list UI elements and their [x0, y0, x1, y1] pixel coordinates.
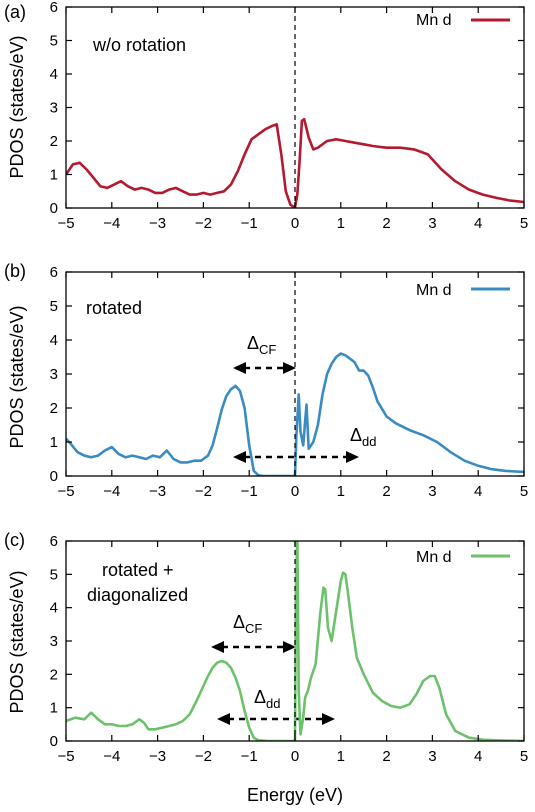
y-tick-label: 6	[50, 0, 58, 16]
x-tick-label: 2	[382, 215, 390, 232]
delta-dd-label: Δdd	[350, 425, 377, 449]
x-tick-label: 2	[382, 483, 390, 500]
delta-symbol: Δ	[247, 333, 259, 353]
x-tick-label: −2	[195, 483, 212, 500]
x-tick-label: 4	[474, 748, 482, 765]
y-tick-label: 3	[50, 366, 58, 383]
delta-symbol: Δ	[233, 612, 245, 632]
y-tick-label: 1	[50, 434, 58, 451]
delta-symbol: Δ	[254, 687, 266, 707]
x-tick-label: 5	[520, 215, 528, 232]
x-tick-label: 1	[337, 215, 345, 232]
y-tick-label: 2	[50, 400, 58, 417]
x-tick-label: 4	[474, 215, 482, 232]
legend: Mn d	[416, 549, 510, 566]
delta-cf-arrow	[233, 362, 296, 374]
series-line	[66, 117, 524, 208]
legend-label: Mn d	[416, 12, 452, 29]
x-tick-label: −1	[241, 215, 258, 232]
x-axis-label: Energy (eV)	[247, 785, 343, 805]
series-line	[66, 541, 524, 741]
legend: Mn d	[416, 282, 510, 299]
panel-a: (a) PDOS (states/eV) w/o rotation Mn d −…	[4, 0, 528, 232]
legend: Mn d	[416, 12, 510, 29]
y-tick-label: 4	[50, 66, 58, 83]
x-tick-label: −3	[149, 748, 166, 765]
y-axis-label: PDOS (states/eV)	[7, 570, 27, 713]
annotation-rotated: rotated	[86, 298, 142, 318]
delta-dd-label: Δdd	[254, 687, 281, 711]
delta-dd-arrow	[217, 713, 335, 725]
x-tick-label: −4	[103, 215, 120, 232]
y-tick-label: 2	[50, 666, 58, 683]
x-tick-label: −5	[57, 483, 74, 500]
x-tick-label: 5	[520, 483, 528, 500]
x-tick-label: 5	[520, 748, 528, 765]
x-tick-label: 2	[382, 748, 390, 765]
delta-subscript: CF	[245, 621, 262, 636]
panel-label: (b)	[4, 261, 26, 281]
x-tick-label: 0	[291, 215, 299, 232]
delta-symbol: Δ	[350, 425, 362, 445]
x-tick-label: 4	[474, 483, 482, 500]
y-tick-label: 2	[50, 133, 58, 150]
x-tick-label: 3	[428, 748, 436, 765]
panel-label: (c)	[4, 530, 25, 550]
x-tick-label: −2	[195, 748, 212, 765]
delta-cf-arrow	[211, 641, 296, 653]
panel-b: (b) PDOS (states/eV) rotated Mn d ΔCF Δd…	[4, 261, 528, 500]
annotation-wo-rotation: w/o rotation	[92, 35, 186, 55]
y-tick-label: 5	[50, 33, 58, 50]
x-tick-label: 1	[337, 748, 345, 765]
x-tick-label: 0	[291, 483, 299, 500]
delta-subscript: dd	[362, 434, 376, 449]
y-tick-label: 1	[50, 700, 58, 717]
panel-label: (a)	[4, 2, 26, 22]
x-tick-label: 0	[291, 748, 299, 765]
y-axis-label: PDOS (states/eV)	[7, 305, 27, 448]
panel-c: (c) PDOS (states/eV) rotated + diagonali…	[4, 530, 528, 805]
y-tick-label: 3	[50, 100, 58, 117]
annotation-rotated-plus: rotated +	[102, 560, 174, 580]
x-tick-label: −3	[149, 215, 166, 232]
x-tick-label: −5	[57, 748, 74, 765]
y-tick-label: 4	[50, 600, 58, 617]
y-tick-label: 0	[50, 733, 58, 750]
y-tick-label: 0	[50, 200, 58, 217]
annotation-diagonalized: diagonalized	[87, 585, 188, 605]
series-line	[66, 352, 524, 476]
legend-label: Mn d	[416, 282, 452, 299]
y-axis-label: PDOS (states/eV)	[7, 35, 27, 178]
y-tick-label: 6	[50, 533, 58, 550]
y-tick-label: 0	[50, 468, 58, 485]
x-tick-label: 3	[428, 215, 436, 232]
y-tick-label: 5	[50, 566, 58, 583]
y-tick-label: 3	[50, 633, 58, 650]
x-tick-label: −4	[103, 748, 120, 765]
x-tick-label: −2	[195, 215, 212, 232]
legend-label: Mn d	[416, 549, 452, 566]
delta-cf-label: ΔCF	[233, 612, 262, 636]
x-tick-label: −5	[57, 215, 74, 232]
x-tick-label: −1	[241, 483, 258, 500]
x-tick-label: 1	[337, 483, 345, 500]
delta-subscript: CF	[259, 342, 276, 357]
x-tick-label: 3	[428, 483, 436, 500]
delta-subscript: dd	[266, 696, 280, 711]
y-tick-label: 5	[50, 298, 58, 315]
x-tick-label: −1	[241, 748, 258, 765]
x-tick-label: −3	[149, 483, 166, 500]
delta-dd-arrow	[233, 451, 359, 463]
y-tick-label: 4	[50, 332, 58, 349]
y-tick-label: 1	[50, 167, 58, 184]
x-tick-label: −4	[103, 483, 120, 500]
y-tick-label: 6	[50, 264, 58, 281]
delta-cf-label: ΔCF	[247, 333, 276, 357]
